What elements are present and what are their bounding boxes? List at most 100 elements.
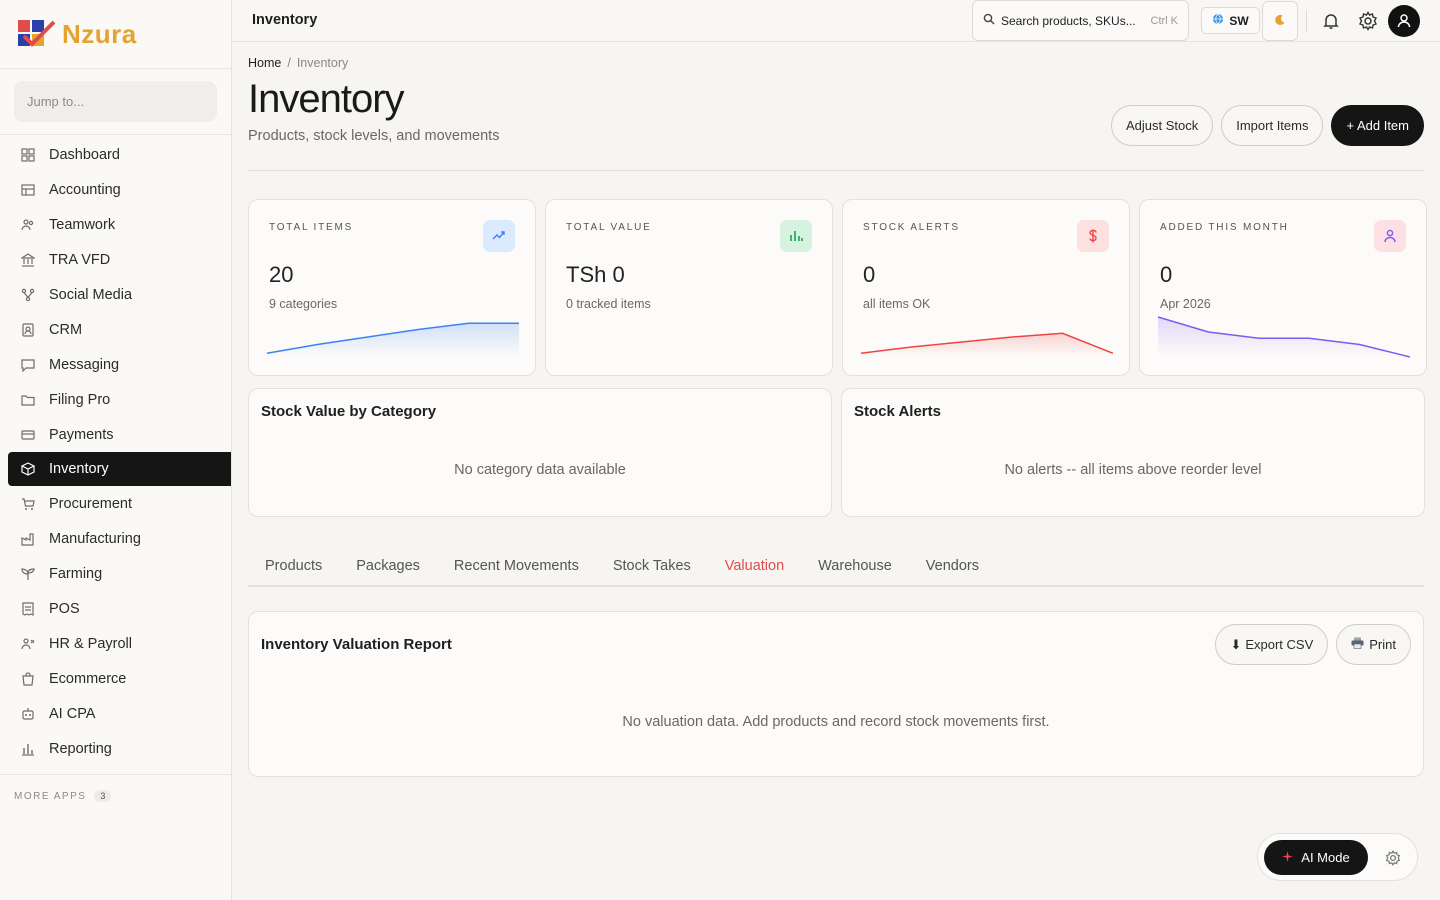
search-placeholder: Search products, SKUs... xyxy=(1001,13,1136,28)
sparkline-line xyxy=(860,332,1114,355)
sidebar-item-label: AI CPA xyxy=(49,705,96,722)
sidebar-item-filing-pro[interactable]: Filing Pro xyxy=(0,382,231,417)
brand-logo[interactable]: Nzura xyxy=(0,0,231,69)
stat-label: STOCK ALERTS xyxy=(863,222,960,233)
sidebar-item-label: Social Media xyxy=(49,286,133,303)
user-icon xyxy=(1374,220,1406,252)
import-items-button[interactable]: Import Items xyxy=(1221,105,1324,146)
user-avatar-button[interactable] xyxy=(1388,5,1420,37)
dollar-icon xyxy=(1077,220,1109,252)
theme-toggle-button[interactable] xyxy=(1262,1,1298,41)
sidebar-item-accounting[interactable]: Accounting xyxy=(0,172,231,207)
ai-mode-label: AI Mode xyxy=(1301,850,1350,865)
sidebar-item-social-media[interactable]: Social Media xyxy=(0,277,231,312)
global-search-input[interactable]: Search products, SKUs... Ctrl K xyxy=(972,0,1189,41)
sidebar-item-label: HR & Payroll xyxy=(49,635,132,652)
sidebar-item-tra-vfd[interactable]: TRA VFD xyxy=(0,242,231,277)
sidebar-item-crm[interactable]: CRM xyxy=(0,312,231,347)
brand-name: Nzura xyxy=(62,18,137,49)
logo-mark-icon xyxy=(18,20,56,47)
factory-icon xyxy=(21,532,35,546)
more-apps-label: MORE APPS xyxy=(14,790,87,802)
moon-icon xyxy=(1274,14,1286,29)
tab-valuation[interactable]: Valuation xyxy=(724,557,785,574)
empty-state: No alerts -- all items above reorder lev… xyxy=(1004,462,1262,478)
settings-button[interactable] xyxy=(1357,10,1379,32)
sidebar-item-inventory[interactable]: Inventory xyxy=(8,452,231,486)
stat-card-added-this-month: ADDED THIS MONTH 0 Apr 2026 xyxy=(1139,199,1427,376)
add-item-button[interactable]: + Add Item xyxy=(1331,105,1424,146)
sidebar-item-teamwork[interactable]: Teamwork xyxy=(0,207,231,242)
adjust-stock-button[interactable]: Adjust Stock xyxy=(1110,105,1214,146)
box-icon xyxy=(21,462,35,476)
user-icon xyxy=(1397,14,1411,28)
ai-mode-button[interactable]: AI Mode xyxy=(1264,840,1368,875)
breadcrumb-separator: / xyxy=(287,56,291,70)
ai-assistant-bar: AI Mode xyxy=(1257,833,1418,881)
gear-icon xyxy=(1385,850,1401,866)
cart-icon xyxy=(21,497,35,511)
tab-vendors[interactable]: Vendors xyxy=(925,557,979,574)
export-csv-button[interactable]: ⬇ Export CSV xyxy=(1215,624,1329,665)
sidebar-item-hr-payroll[interactable]: HR & Payroll xyxy=(0,626,231,661)
tab-stock-takes[interactable]: Stock Takes xyxy=(612,557,691,574)
sparkle-icon xyxy=(1282,850,1294,865)
sidebar-item-manufacturing[interactable]: Manufacturing xyxy=(0,521,231,556)
tab-warehouse[interactable]: Warehouse xyxy=(818,557,892,574)
sidebar-item-reporting[interactable]: Reporting xyxy=(0,731,231,766)
export-csv-label: Export CSV xyxy=(1245,637,1314,652)
summary-panels: Stock Value by Category No category data… xyxy=(248,388,1425,517)
download-icon: ⬇ xyxy=(1230,636,1242,652)
stat-note: 9 categories xyxy=(269,297,338,311)
printer-icon xyxy=(1351,637,1364,652)
chat-icon xyxy=(21,358,35,372)
sidebar-item-payments[interactable]: Payments xyxy=(0,417,231,452)
sidebar-item-label: Messaging xyxy=(49,356,120,373)
tab-products[interactable]: Products xyxy=(265,557,323,574)
tab-packages[interactable]: Packages xyxy=(356,557,420,574)
print-button[interactable]: Print xyxy=(1336,624,1411,665)
building-icon xyxy=(21,252,35,267)
sidebar-item-label: CRM xyxy=(49,321,83,338)
sidebar-item-ai-cpa[interactable]: AI CPA xyxy=(0,696,231,731)
jump-to-placeholder: Jump to... xyxy=(27,94,85,109)
report-actions: ⬇ Export CSV Print xyxy=(1215,624,1411,665)
panel-title: Stock Value by Category xyxy=(261,403,437,420)
sidebar-item-label: TRA VFD xyxy=(49,251,111,268)
valuation-report-panel: Inventory Valuation Report ⬇ Export CSV … xyxy=(248,611,1424,777)
sidebar-item-label: Accounting xyxy=(49,181,121,198)
jump-to-input[interactable]: Jump to... xyxy=(14,81,217,122)
stat-cards: TOTAL ITEMS 20 9 categories TOTAL VALUE TSh … xyxy=(248,199,1427,376)
header-title: Inventory xyxy=(252,12,318,28)
sidebar-item-farming[interactable]: Farming xyxy=(0,556,231,591)
page-actions: Adjust Stock Import Items + Add Item xyxy=(1110,105,1424,146)
contact-icon xyxy=(21,322,35,337)
sidebar-item-dashboard[interactable]: Dashboard xyxy=(0,137,231,172)
robot-icon xyxy=(21,707,35,721)
team-icon xyxy=(21,218,35,232)
plant-icon xyxy=(21,567,35,581)
sidebar-item-messaging[interactable]: Messaging xyxy=(0,347,231,382)
sidebar-nav: Dashboard Accounting Teamwork TRA VFD Social… xyxy=(0,137,231,766)
sidebar-item-pos[interactable]: POS xyxy=(0,591,231,626)
sidebar-item-ecommerce[interactable]: Ecommerce xyxy=(0,661,231,696)
bag-icon xyxy=(21,671,35,686)
sidebar-item-label: Manufacturing xyxy=(49,530,141,547)
stock-alerts-panel: Stock Alerts No alerts -- all items abov… xyxy=(841,388,1425,517)
sidebar-divider xyxy=(0,134,231,135)
stock-value-by-category-panel: Stock Value by Category No category data… xyxy=(248,388,832,517)
stat-label: TOTAL VALUE xyxy=(566,222,652,233)
breadcrumb-home-link[interactable]: Home xyxy=(248,56,282,70)
inventory-tabs: Products Packages Recent Movements Stock Ta… xyxy=(248,544,1424,587)
sidebar-item-procurement[interactable]: Procurement xyxy=(0,486,231,521)
folder-icon xyxy=(21,393,35,407)
tab-recent-movements[interactable]: Recent Movements xyxy=(453,557,579,574)
language-switcher[interactable]: SW xyxy=(1201,7,1260,34)
stat-note: all items OK xyxy=(863,297,931,311)
sidebar-item-label: Procurement xyxy=(49,495,133,512)
ai-settings-button[interactable] xyxy=(1384,849,1402,867)
notifications-button[interactable] xyxy=(1320,10,1342,32)
more-apps[interactable]: MORE APPS 3 xyxy=(0,774,231,817)
sidebar-item-label: Filing Pro xyxy=(49,391,111,408)
header-divider xyxy=(248,170,1424,171)
